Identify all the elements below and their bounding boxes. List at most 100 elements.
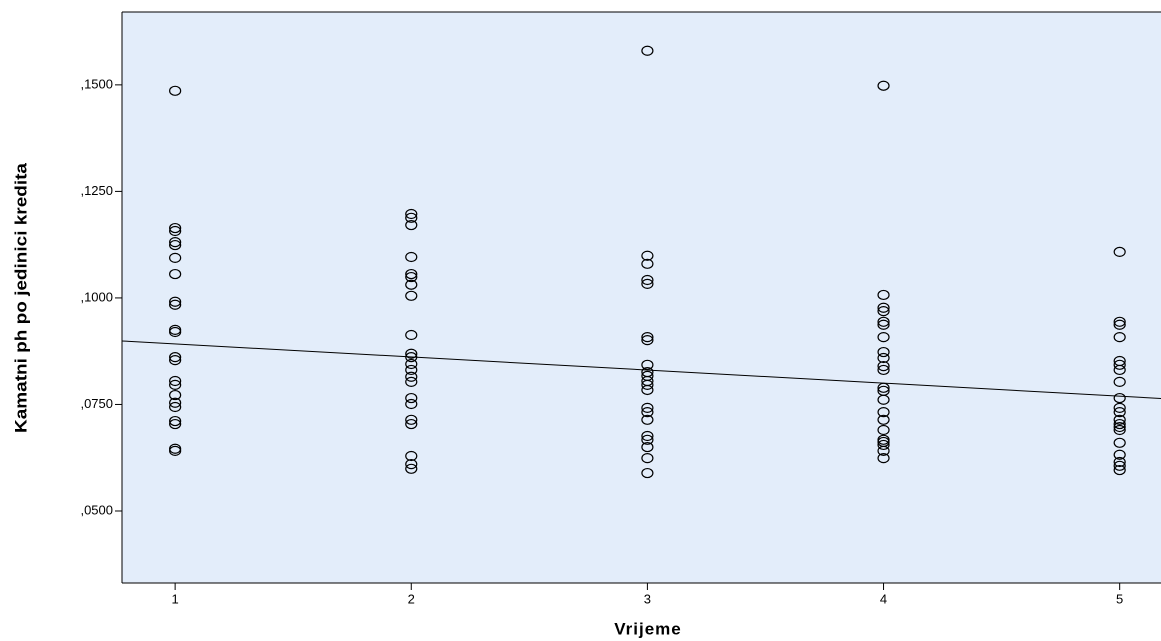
fit-line	[121, 340, 1161, 399]
point	[405, 208, 418, 220]
point	[169, 401, 182, 413]
point	[169, 268, 182, 280]
point	[405, 418, 418, 430]
y-tick-label: ,0500	[80, 502, 113, 517]
point	[641, 414, 654, 425]
point	[877, 394, 890, 405]
x-axis-label: Vrijeme	[614, 619, 682, 638]
point	[169, 418, 182, 430]
point	[1113, 332, 1126, 343]
point	[1113, 402, 1126, 413]
point	[641, 359, 654, 370]
point	[169, 237, 182, 248]
point	[405, 392, 418, 404]
x-tick-label: 1	[172, 591, 179, 606]
point	[169, 222, 182, 234]
point	[405, 271, 418, 283]
point	[169, 355, 182, 366]
point	[641, 441, 654, 453]
point	[641, 384, 654, 396]
point	[641, 274, 654, 286]
point	[405, 414, 418, 425]
point	[1113, 418, 1126, 430]
point	[641, 453, 654, 464]
point	[169, 225, 182, 237]
point	[641, 278, 654, 289]
point	[405, 290, 418, 301]
y-tick-label: ,0750	[80, 396, 113, 411]
point	[1113, 376, 1126, 387]
point	[1113, 437, 1126, 448]
point	[877, 453, 890, 464]
point	[877, 302, 890, 313]
point	[405, 371, 418, 382]
point	[405, 212, 418, 223]
point	[877, 332, 890, 343]
plot-area	[122, 12, 1161, 583]
point	[405, 251, 418, 263]
point	[641, 402, 654, 413]
point	[1113, 421, 1126, 433]
point	[877, 80, 890, 91]
point	[641, 434, 654, 445]
point	[169, 85, 182, 96]
point	[169, 352, 182, 363]
point	[877, 414, 890, 425]
point	[169, 239, 182, 251]
point	[405, 376, 418, 387]
point	[641, 407, 654, 418]
point	[877, 364, 890, 376]
point	[877, 407, 890, 418]
point	[405, 268, 418, 280]
point	[1113, 414, 1126, 425]
point	[877, 352, 890, 364]
point	[169, 379, 182, 390]
point	[405, 398, 418, 410]
point	[641, 467, 654, 479]
point	[169, 415, 182, 427]
point	[1113, 456, 1126, 468]
point	[1113, 364, 1126, 376]
point	[877, 306, 890, 317]
point	[1113, 359, 1126, 370]
point	[405, 348, 418, 359]
x-tick-label: 3	[644, 591, 651, 606]
point	[1113, 460, 1126, 471]
y-tick-label: ,1000	[80, 289, 113, 304]
point	[641, 45, 654, 56]
point	[405, 450, 418, 462]
point	[405, 358, 418, 370]
point	[1113, 424, 1126, 436]
point	[641, 335, 654, 346]
point	[641, 258, 654, 269]
point	[641, 250, 654, 261]
point	[877, 445, 890, 457]
point	[169, 445, 182, 457]
point	[405, 279, 418, 290]
x-tick-label: 2	[408, 591, 415, 606]
point	[877, 289, 890, 301]
point	[641, 332, 654, 343]
point	[877, 319, 890, 330]
point	[169, 296, 182, 307]
y-axis-label: Kamatni ph po jedinici kredita	[11, 162, 30, 433]
point	[877, 316, 890, 327]
point	[169, 326, 182, 338]
point	[169, 375, 182, 387]
point	[405, 329, 418, 341]
y-tick-label: ,1250	[80, 183, 113, 198]
x-tick-label: 4	[880, 591, 887, 606]
x-tick-label: 5	[1116, 591, 1123, 606]
point	[1113, 464, 1126, 476]
point	[1113, 449, 1126, 460]
point	[641, 379, 654, 390]
point	[405, 219, 418, 231]
point	[405, 463, 418, 474]
point	[1113, 319, 1126, 330]
point	[169, 389, 182, 401]
point	[877, 361, 890, 372]
point	[877, 439, 890, 451]
y-tick-label: ,1500	[80, 76, 113, 91]
point	[877, 346, 890, 358]
